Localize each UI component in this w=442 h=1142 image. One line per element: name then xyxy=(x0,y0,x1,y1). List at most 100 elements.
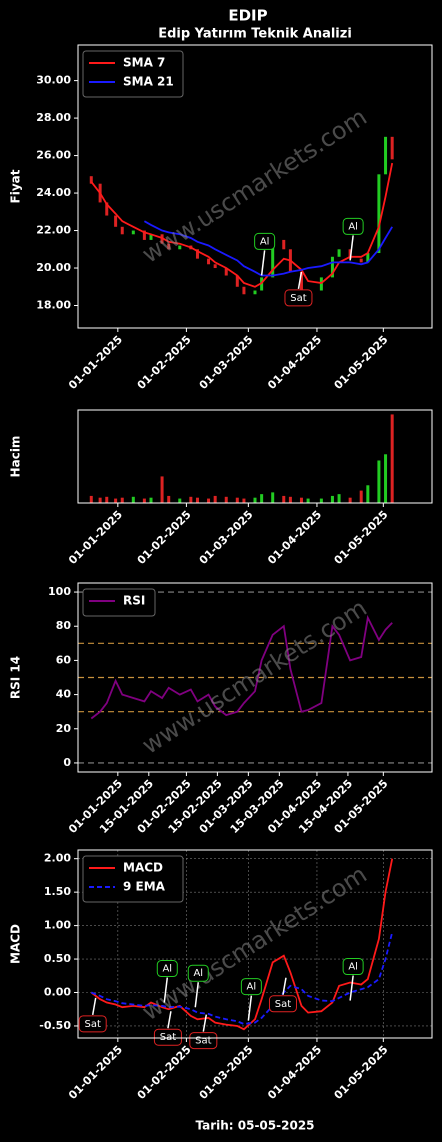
plot xyxy=(89,414,394,503)
y-axis-label: MACD xyxy=(9,924,23,964)
volume-bar xyxy=(178,498,182,503)
volume-bar xyxy=(377,460,381,503)
volume-bar xyxy=(242,498,246,503)
annotation-arrow xyxy=(297,271,303,290)
volume-bar xyxy=(330,495,334,503)
volume-bar xyxy=(271,492,275,503)
volume-bar xyxy=(131,496,135,503)
candle xyxy=(89,176,93,184)
series-line xyxy=(90,614,393,720)
volume-bar xyxy=(105,496,109,503)
annotation-box xyxy=(187,964,209,982)
legend-label: RSI xyxy=(123,594,145,608)
annotation-arrow xyxy=(260,250,266,276)
volume-bar xyxy=(98,497,102,503)
volume-bar xyxy=(306,498,310,503)
legend-label: MACD xyxy=(123,861,163,875)
chart-title: EDIP xyxy=(228,7,267,25)
candle xyxy=(271,239,275,278)
y-axis-label: Fiyat xyxy=(9,169,23,203)
plot-frame xyxy=(77,409,433,504)
y-tick-label: 26.00 xyxy=(36,149,71,162)
legend-box xyxy=(82,588,156,617)
plot xyxy=(78,591,432,764)
legend-label: SMA 7 xyxy=(123,56,165,70)
candle xyxy=(366,253,370,263)
annotation-label: Sat xyxy=(290,293,306,304)
x-axis-label: Tarih: 05-05-2025 xyxy=(195,1119,314,1133)
annotation-arrow xyxy=(163,977,169,1003)
annotation-label: Al xyxy=(348,962,358,973)
candle xyxy=(105,202,109,216)
candle xyxy=(149,234,153,240)
volume-bar xyxy=(142,498,146,503)
annotation-box xyxy=(284,289,313,307)
annotation-box xyxy=(156,960,178,978)
volume-bar xyxy=(189,496,193,503)
y-tick-label: 20.00 xyxy=(36,261,71,274)
volume-bar xyxy=(89,495,93,503)
volume-bar xyxy=(288,496,292,503)
candle xyxy=(337,249,341,257)
annotation-box xyxy=(268,995,297,1013)
y-tick-label: 0.50 xyxy=(44,952,71,965)
candle xyxy=(224,268,228,276)
annotation-label: Sat xyxy=(195,1036,211,1047)
annotation-box xyxy=(240,978,262,996)
annotation-arrow xyxy=(167,1011,172,1029)
candle xyxy=(319,277,323,291)
plot-frame xyxy=(77,44,433,329)
y-tick-label: 0.00 xyxy=(44,986,71,999)
plot-frame xyxy=(77,849,433,1039)
volume-bar xyxy=(195,497,199,503)
y-tick-label: 80 xyxy=(56,619,72,632)
volume-bar xyxy=(337,494,341,503)
y-tick-label: 100 xyxy=(48,585,71,598)
volume-bar xyxy=(149,497,153,503)
volume-bar xyxy=(366,485,370,503)
volume-bar xyxy=(299,497,303,503)
volume-bar xyxy=(114,498,118,503)
candle xyxy=(253,290,257,295)
candle xyxy=(242,286,246,295)
candle xyxy=(348,249,352,259)
candle xyxy=(390,136,394,160)
volume-bar xyxy=(253,497,257,503)
volume-bar xyxy=(348,497,352,503)
volume-bar xyxy=(319,498,323,503)
volume-bar xyxy=(390,414,394,503)
candle xyxy=(377,174,381,254)
y-tick-label: 20 xyxy=(56,722,72,735)
volume-bar xyxy=(384,454,388,503)
volume-bar xyxy=(260,494,264,503)
annotation-arrow xyxy=(202,1014,208,1032)
y-tick-label: 1.00 xyxy=(44,919,71,932)
volume-bar xyxy=(224,496,228,503)
annotation-label: Al xyxy=(348,221,358,232)
series-line xyxy=(143,220,393,277)
volume-bar xyxy=(167,495,171,503)
candle xyxy=(359,258,363,263)
y-tick-label: 24.00 xyxy=(36,186,71,199)
annotation-arrow xyxy=(247,995,253,1021)
candle xyxy=(131,230,135,235)
annotation-label: Al xyxy=(260,236,270,247)
candle xyxy=(207,258,211,265)
annotation-arrow xyxy=(282,977,287,995)
annotation-arrow xyxy=(194,982,200,1008)
volume-bar xyxy=(213,495,217,503)
candle xyxy=(195,249,199,259)
annotation-label: Al xyxy=(247,982,257,993)
annotation-box xyxy=(189,1032,218,1050)
annotation-label: Sat xyxy=(84,1019,100,1030)
series-line xyxy=(90,858,394,1031)
y-tick-label: -0.50 xyxy=(39,1019,71,1032)
legend-label: 9 EMA xyxy=(123,880,166,894)
y-axis-label: RSI 14 xyxy=(9,656,23,699)
volume-bar xyxy=(282,495,286,503)
annotation-box xyxy=(78,1015,107,1033)
annotation-box xyxy=(342,958,364,976)
candle xyxy=(235,275,239,287)
y-tick-label: 0 xyxy=(63,756,71,769)
